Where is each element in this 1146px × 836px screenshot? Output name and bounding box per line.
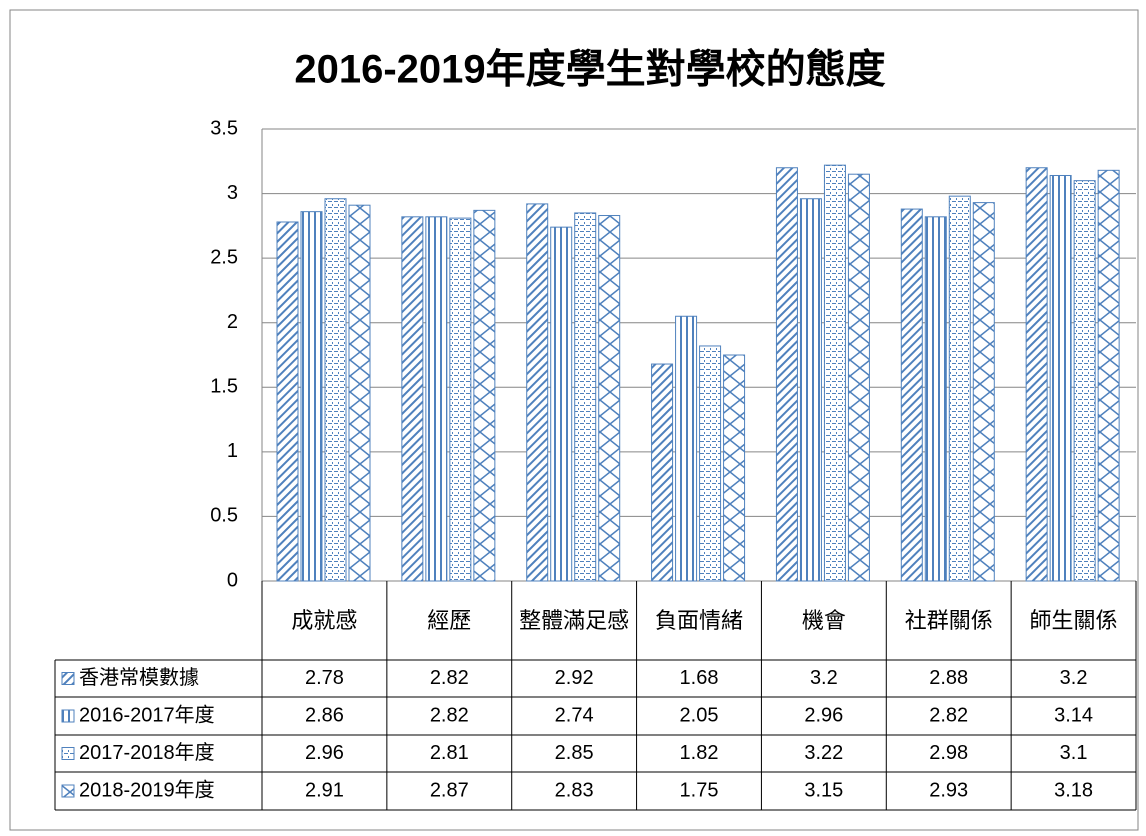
bar: [550, 226, 573, 582]
y-tick-label: 1.5: [210, 376, 238, 398]
table-value: 2.74: [555, 704, 594, 726]
bar: [651, 363, 674, 582]
bar: [1025, 167, 1048, 582]
bar: [799, 198, 822, 582]
table-value: 2.05: [680, 704, 719, 726]
bar: [598, 215, 621, 582]
legend-marker: [61, 672, 75, 685]
chart-title: 2016-2019年度學生對學校的態度: [294, 48, 885, 92]
x-tick-label: 負面情緒: [654, 607, 743, 633]
table-value: 2.85: [555, 742, 594, 764]
bar: [449, 217, 472, 582]
x-tick-label: 經歷: [427, 607, 472, 633]
y-tick-label: 3.5: [210, 117, 238, 139]
x-tick-cell: 社群關係: [904, 607, 993, 633]
x-tick-label: 成就感: [291, 607, 358, 633]
table-value: 3.15: [804, 779, 843, 801]
x-tick-cell: 整體滿足感: [519, 607, 630, 633]
bar: [699, 345, 722, 582]
table-value: 2.81: [430, 742, 469, 764]
legend-marker: [61, 784, 75, 798]
table-value: 3.22: [804, 742, 843, 764]
table-value: 2.82: [430, 667, 469, 689]
table-value: 3.1: [1060, 742, 1088, 764]
table-value: 2.78: [305, 667, 344, 689]
table-value: 2.96: [305, 742, 344, 764]
x-tick-label: 機會: [801, 607, 846, 633]
bar: [300, 211, 323, 582]
bar: [473, 209, 496, 582]
bar: [972, 202, 995, 582]
bar: [948, 195, 971, 582]
bar: [324, 198, 347, 582]
bar: [675, 315, 698, 582]
x-tick-cell: 負面情緒: [654, 607, 743, 633]
legend-label: 香港常模數據: [79, 666, 199, 689]
bar: [1073, 180, 1096, 582]
bar: [276, 221, 299, 582]
legend-label: 2017-2018年度: [79, 741, 215, 764]
legend-marker: [61, 709, 75, 723]
y-tick-label: 0: [227, 569, 238, 591]
table-value: 2.98: [929, 742, 968, 764]
table-value: 1.68: [680, 667, 719, 689]
table-value: 2.91: [305, 779, 344, 801]
table-value: 3.14: [1054, 704, 1093, 726]
table-value: 2.82: [430, 704, 469, 726]
bar: [425, 216, 448, 582]
bar: [823, 164, 846, 582]
bar: [526, 203, 549, 582]
y-tick-label: 1: [227, 440, 238, 462]
legend-label: 2016-2017年度: [79, 703, 215, 726]
bar: [574, 212, 597, 582]
bar: [924, 216, 947, 582]
x-tick-label: 整體滿足感: [519, 607, 630, 633]
y-tick-label: 0.5: [210, 505, 238, 527]
x-tick-cell: 經歷: [427, 607, 472, 633]
y-tick-label: 2: [227, 311, 238, 333]
table-value: 3.18: [1054, 779, 1093, 801]
table-value: 3.2: [810, 667, 838, 689]
bar: [775, 167, 798, 582]
bar: [401, 216, 424, 582]
bar: [900, 208, 923, 582]
y-tick-label: 3: [227, 182, 238, 204]
x-tick-cell: 成就感: [291, 607, 358, 633]
legend-marker: [61, 747, 75, 760]
x-tick-cell: 機會: [801, 607, 846, 633]
bar: [1097, 169, 1120, 582]
y-tick-label: 2.5: [210, 246, 238, 268]
table-value: 2.82: [929, 704, 968, 726]
bar: [847, 173, 870, 582]
table-value: 2.83: [555, 779, 594, 801]
bar: [348, 204, 371, 582]
table-value: 2.86: [305, 704, 344, 726]
table-value: 2.93: [929, 779, 968, 801]
table-value: 2.88: [929, 667, 968, 689]
legend-label: 2018-2019年度: [79, 778, 215, 801]
x-tick-label: 師生關係: [1029, 607, 1118, 633]
table-value: 1.75: [680, 779, 719, 801]
x-tick-label: 社群關係: [904, 607, 993, 633]
table-value: 2.87: [430, 779, 469, 801]
table-value: 1.82: [680, 742, 719, 764]
bar: [1049, 174, 1072, 582]
x-tick-cell: 師生關係: [1029, 607, 1118, 633]
bar: [723, 354, 746, 582]
table-value: 2.96: [804, 704, 843, 726]
table-value: 2.92: [555, 667, 594, 689]
table-value: 3.2: [1060, 667, 1088, 689]
